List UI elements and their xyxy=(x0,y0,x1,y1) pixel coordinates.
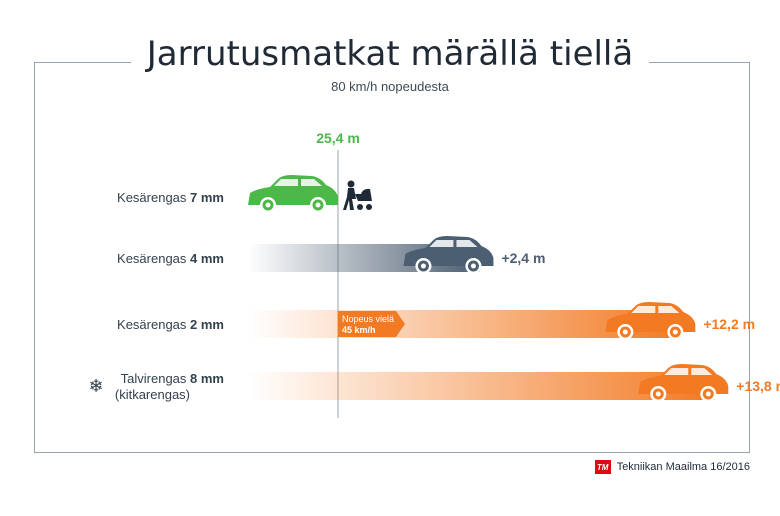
chart-subtitle: 80 km/h nopeudesta xyxy=(331,79,449,94)
row-label-line2: (kitkarengas) xyxy=(115,387,190,402)
car-orange xyxy=(605,302,696,340)
snowflake-icon: ❄ xyxy=(88,376,103,396)
speed-note-line2: 45 km/h xyxy=(342,325,376,335)
delta-label: +12,2 m xyxy=(703,316,755,332)
source-label: Tekniikan Maailma 16/2016 xyxy=(616,461,750,473)
car-navy xyxy=(403,236,494,274)
row-label: Kesärengas 7 mm xyxy=(117,190,224,205)
speed-note-arrow xyxy=(338,311,405,337)
row-label: Talvirengas 8 mm xyxy=(121,371,224,386)
car-green xyxy=(248,175,338,213)
car-orange xyxy=(638,364,729,402)
row-label: Kesärengas 4 mm xyxy=(117,251,224,266)
delta-label: +2,4 m xyxy=(501,250,545,266)
delta-label: +13,8 m xyxy=(736,378,780,394)
pedestrian-stroller-icon xyxy=(343,180,372,210)
reference-label: 25,4 m xyxy=(316,130,360,146)
chart-title: Jarrutusmatkat märällä tiellä xyxy=(0,34,780,74)
row-label: Kesärengas 2 mm xyxy=(117,317,224,332)
source-credit: TM Tekniikan Maailma 16/2016 xyxy=(594,460,750,474)
tm-logo-icon: TM xyxy=(594,460,611,474)
distance-bar xyxy=(248,372,715,400)
speed-note-line1: Nopeus vielä xyxy=(342,314,394,324)
